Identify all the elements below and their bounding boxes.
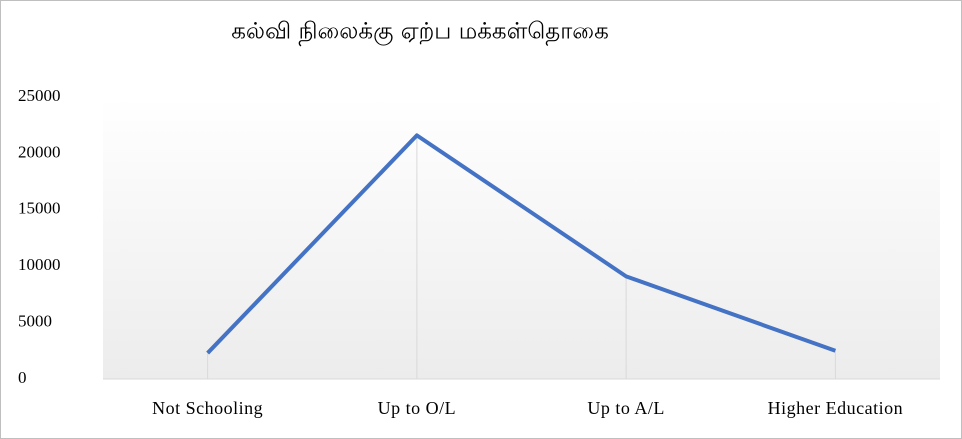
x-tick-label: Up to A/L xyxy=(587,398,665,418)
plot-area xyxy=(103,97,940,379)
y-tick-label: 10000 xyxy=(18,255,61,274)
line xyxy=(206,133,837,355)
y-tick-label: 15000 xyxy=(18,199,61,218)
chart-title: கல்வி நிலைக்கு ஏற்ப மக்கள்தொகை xyxy=(231,19,609,47)
y-tick-label: 0 xyxy=(18,368,27,387)
y-tick-label: 25000 xyxy=(18,86,61,105)
x-tick-label: Higher Education xyxy=(768,398,903,418)
y-tick-label: 20000 xyxy=(18,142,61,161)
x-tick-label: Up to O/L xyxy=(378,398,457,418)
x-tick-label: Not Schooling xyxy=(152,398,263,418)
y-tick-label: 5000 xyxy=(18,312,52,331)
